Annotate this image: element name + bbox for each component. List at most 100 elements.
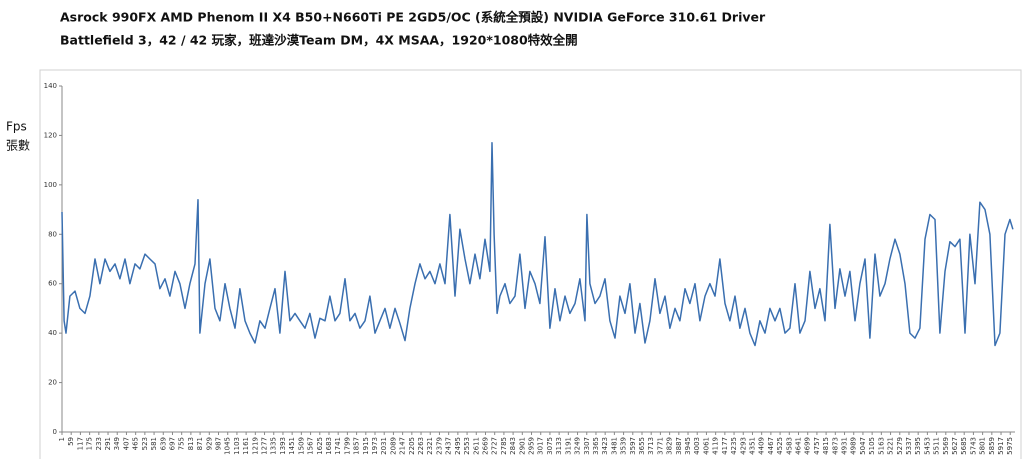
y-tick-label: 60 [48, 280, 57, 288]
x-tick-label: 1625 [316, 437, 324, 455]
x-tick-label: 5395 [914, 437, 922, 455]
x-tick-label: 1451 [288, 437, 296, 455]
x-tick-label: 3887 [675, 437, 683, 455]
x-tick-label: 1799 [343, 437, 351, 455]
x-tick-label: 4757 [813, 437, 821, 455]
x-tick-label: 407 [122, 437, 130, 450]
chart-title: Asrock 990FX AMD Phenom II X4 B50+N660Ti… [60, 10, 766, 25]
x-tick-label: 523 [141, 437, 149, 450]
x-tick-label: 2553 [463, 437, 471, 455]
x-tick-label: 3133 [555, 437, 563, 455]
x-tick-label: 59 [67, 437, 75, 446]
x-tick-label: 5917 [997, 437, 1005, 455]
x-tick-label: 3075 [546, 437, 554, 455]
x-tick-label: 4989 [850, 437, 858, 455]
x-tick-label: 5627 [951, 437, 959, 455]
x-tick-label: 5801 [979, 437, 987, 455]
x-tick-label: 1161 [242, 437, 250, 455]
x-tick-label: 5453 [923, 437, 931, 455]
y-tick-label: 40 [48, 329, 57, 337]
x-tick-label: 871 [196, 437, 204, 450]
x-tick-label: 2843 [509, 437, 517, 455]
x-tick-label: 3597 [629, 437, 637, 455]
x-tick-label: 2611 [472, 437, 480, 455]
x-tick-label: 3771 [656, 437, 664, 455]
x-tick-label: 4003 [693, 437, 701, 455]
x-tick-label: 1 [58, 437, 66, 441]
x-tick-label: 1509 [297, 437, 305, 455]
x-tick-label: 987 [215, 437, 223, 450]
x-tick-label: 581 [150, 437, 158, 450]
x-tick-label: 2901 [518, 437, 526, 455]
x-tick-label: 5743 [969, 437, 977, 455]
x-tick-label: 929 [205, 437, 213, 450]
x-tick-label: 2031 [380, 437, 388, 455]
x-tick-label: 1219 [251, 437, 259, 455]
x-tick-label: 4931 [841, 437, 849, 455]
x-tick-label: 5221 [887, 437, 895, 455]
x-tick-label: 2669 [481, 437, 489, 455]
x-tick-label: 3713 [647, 437, 655, 455]
x-tick-label: 3481 [610, 437, 618, 455]
x-tick-label: 2437 [445, 437, 453, 455]
x-tick-label: 5511 [933, 437, 941, 455]
x-tick-label: 1567 [307, 437, 315, 455]
y-axis-label: Fps [6, 120, 27, 134]
x-tick-label: 1973 [371, 437, 379, 455]
x-tick-label: 233 [95, 437, 103, 450]
x-tick-label: 3655 [638, 437, 646, 455]
y-tick-label: 100 [44, 181, 57, 189]
x-tick-label: 117 [76, 437, 84, 450]
x-tick-label: 4815 [822, 437, 830, 455]
x-tick-label: 5685 [960, 437, 968, 455]
x-tick-label: 639 [159, 437, 167, 450]
x-tick-label: 4293 [739, 437, 747, 455]
x-tick-label: 2379 [435, 437, 443, 455]
x-tick-label: 4061 [702, 437, 710, 455]
x-tick-label: 3423 [601, 437, 609, 455]
x-tick-label: 3829 [666, 437, 674, 455]
x-tick-label: 1857 [353, 437, 361, 455]
x-tick-label: 3249 [574, 437, 582, 455]
x-tick-label: 4641 [794, 437, 802, 455]
x-tick-label: 4177 [721, 437, 729, 455]
x-tick-label: 5279 [896, 437, 904, 455]
x-tick-label: 4235 [730, 437, 738, 455]
y-tick-label: 20 [48, 379, 57, 387]
x-tick-label: 4699 [804, 437, 812, 455]
x-tick-label: 4351 [748, 437, 756, 455]
data-line [61, 142, 1014, 347]
x-tick-label: 4409 [758, 437, 766, 455]
x-tick-label: 3191 [564, 437, 572, 455]
x-tick-label: 2321 [426, 437, 434, 455]
x-tick-label: 465 [132, 437, 140, 450]
x-tick-label: 1915 [362, 437, 370, 455]
x-tick-label: 2785 [500, 437, 508, 455]
x-tick-label: 1277 [261, 437, 269, 455]
x-tick-label: 349 [113, 437, 121, 450]
x-tick-label: 1683 [325, 437, 333, 455]
x-tick-label: 755 [178, 437, 186, 450]
chart-frame [39, 69, 1022, 459]
x-tick-label: 5105 [868, 437, 876, 455]
x-tick-label: 4873 [831, 437, 839, 455]
y-tick-label: 120 [44, 131, 57, 139]
x-tick-label: 1103 [233, 437, 241, 455]
x-tick-label: 2263 [417, 437, 425, 455]
x-tick-label: 4119 [712, 437, 720, 455]
x-tick-label: 5047 [859, 437, 867, 455]
x-tick-label: 5569 [942, 437, 950, 455]
x-tick-label: 3539 [620, 437, 628, 455]
y-tick-label: 140 [44, 82, 57, 90]
x-tick-label: 291 [104, 437, 112, 450]
x-tick-label: 4525 [776, 437, 784, 455]
chart-subtitle: Battlefield 3，42 / 42 玩家，班達沙漠Team DM，4X … [60, 33, 578, 48]
x-tick-label: 2495 [454, 437, 462, 455]
x-tick-label: 3945 [684, 437, 692, 455]
y-axis-label: 張數 [6, 139, 30, 153]
x-tick-label: 3365 [592, 437, 600, 455]
x-tick-label: 5163 [877, 437, 885, 455]
x-tick-label: 5975 [1006, 437, 1014, 455]
